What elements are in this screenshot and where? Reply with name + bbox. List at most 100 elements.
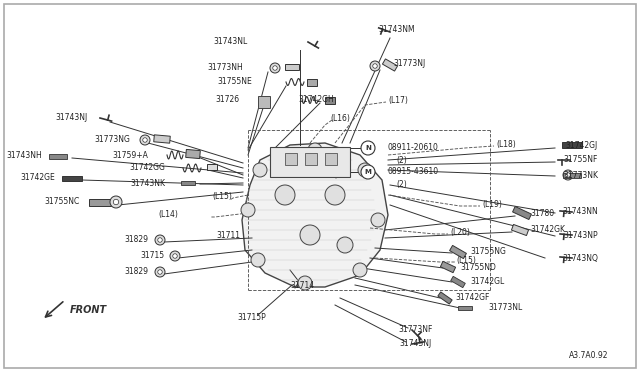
- Text: 31743NH: 31743NH: [6, 151, 42, 160]
- Text: 31742GL: 31742GL: [470, 278, 504, 286]
- Text: 31755NC: 31755NC: [45, 198, 80, 206]
- Text: 31773NJ: 31773NJ: [393, 58, 425, 67]
- Circle shape: [325, 185, 345, 205]
- Circle shape: [308, 143, 322, 157]
- Text: (L20): (L20): [450, 228, 470, 237]
- Text: (2): (2): [396, 155, 407, 164]
- Polygon shape: [242, 143, 388, 287]
- Polygon shape: [563, 173, 581, 177]
- Bar: [258, 96, 270, 108]
- Text: (L15): (L15): [212, 192, 232, 201]
- Text: (2): (2): [396, 180, 407, 189]
- Circle shape: [275, 185, 295, 205]
- Text: 31773NK: 31773NK: [563, 170, 598, 180]
- Text: 31715: 31715: [141, 251, 165, 260]
- Polygon shape: [458, 306, 472, 310]
- Text: 31743NJ: 31743NJ: [56, 113, 88, 122]
- Text: 31773NH: 31773NH: [207, 64, 243, 73]
- Text: 31773NG: 31773NG: [94, 135, 130, 144]
- Polygon shape: [154, 135, 170, 143]
- Text: (L17): (L17): [388, 96, 408, 105]
- Polygon shape: [181, 181, 195, 185]
- Circle shape: [337, 237, 353, 253]
- Polygon shape: [325, 96, 335, 103]
- Polygon shape: [186, 150, 200, 158]
- Text: (L18): (L18): [496, 141, 516, 150]
- Text: M: M: [365, 169, 371, 175]
- Text: 31755NE: 31755NE: [217, 77, 252, 87]
- Text: N: N: [365, 145, 371, 151]
- Polygon shape: [451, 276, 465, 288]
- Circle shape: [358, 163, 372, 177]
- Circle shape: [155, 235, 165, 245]
- Text: 31773NL: 31773NL: [488, 304, 522, 312]
- Polygon shape: [383, 59, 397, 71]
- Circle shape: [298, 276, 312, 290]
- Text: 31743NJ: 31743NJ: [400, 340, 432, 349]
- Polygon shape: [62, 176, 82, 180]
- Text: (L15): (L15): [456, 256, 476, 264]
- Text: 31743NQ: 31743NQ: [562, 253, 598, 263]
- Text: 31743NL: 31743NL: [214, 38, 248, 46]
- Circle shape: [273, 66, 277, 70]
- Text: 31755ND: 31755ND: [460, 263, 496, 272]
- Circle shape: [294, 164, 306, 176]
- Bar: [305, 153, 317, 165]
- Text: (L14): (L14): [158, 211, 178, 219]
- Polygon shape: [511, 224, 529, 235]
- Polygon shape: [49, 154, 67, 158]
- Polygon shape: [449, 246, 467, 259]
- Text: 31714: 31714: [290, 280, 314, 289]
- Bar: [285, 153, 297, 165]
- Text: 31742GK: 31742GK: [530, 225, 565, 234]
- Circle shape: [157, 270, 163, 274]
- Text: (L19): (L19): [482, 199, 502, 208]
- Text: 31829: 31829: [124, 267, 148, 276]
- Text: (L16): (L16): [330, 113, 350, 122]
- Circle shape: [353, 263, 367, 277]
- Polygon shape: [440, 261, 456, 273]
- Text: 31742GE: 31742GE: [20, 173, 55, 183]
- Circle shape: [370, 61, 380, 71]
- Text: 31755NF: 31755NF: [564, 155, 598, 164]
- Text: 31743NN: 31743NN: [563, 208, 598, 217]
- Text: 08911-20610: 08911-20610: [388, 144, 439, 153]
- Text: 31742GG: 31742GG: [129, 164, 165, 173]
- Circle shape: [253, 163, 267, 177]
- Circle shape: [173, 254, 177, 258]
- Text: 31755NG: 31755NG: [470, 247, 506, 257]
- Text: 31726: 31726: [216, 96, 240, 105]
- Circle shape: [361, 165, 375, 179]
- Circle shape: [563, 170, 573, 180]
- Polygon shape: [513, 206, 531, 219]
- Circle shape: [143, 138, 147, 142]
- Circle shape: [361, 141, 375, 155]
- Text: 31773NF: 31773NF: [399, 326, 433, 334]
- Text: 08915-43610: 08915-43610: [388, 167, 439, 176]
- Text: 31743NM: 31743NM: [378, 26, 415, 35]
- Text: A3.7A0.92: A3.7A0.92: [568, 352, 608, 360]
- Circle shape: [300, 225, 320, 245]
- Polygon shape: [207, 164, 217, 170]
- Bar: [325, 153, 337, 165]
- Text: 31743NK: 31743NK: [130, 179, 165, 187]
- Circle shape: [110, 196, 122, 208]
- Text: 31715P: 31715P: [237, 314, 266, 323]
- Text: 31711: 31711: [216, 231, 240, 241]
- Circle shape: [140, 135, 150, 145]
- Text: FRONT: FRONT: [70, 305, 107, 315]
- Circle shape: [251, 253, 265, 267]
- Text: 31742GH: 31742GH: [298, 96, 333, 105]
- Text: 31743NP: 31743NP: [563, 231, 598, 240]
- Polygon shape: [285, 64, 299, 70]
- Text: 31829: 31829: [124, 235, 148, 244]
- Polygon shape: [89, 199, 111, 205]
- Circle shape: [157, 238, 163, 242]
- Circle shape: [155, 267, 165, 277]
- Bar: [270, 147, 350, 177]
- Polygon shape: [562, 142, 582, 148]
- Text: 31759+A: 31759+A: [112, 151, 148, 160]
- Circle shape: [371, 213, 385, 227]
- Text: 31742GJ: 31742GJ: [566, 141, 598, 150]
- Polygon shape: [438, 292, 452, 304]
